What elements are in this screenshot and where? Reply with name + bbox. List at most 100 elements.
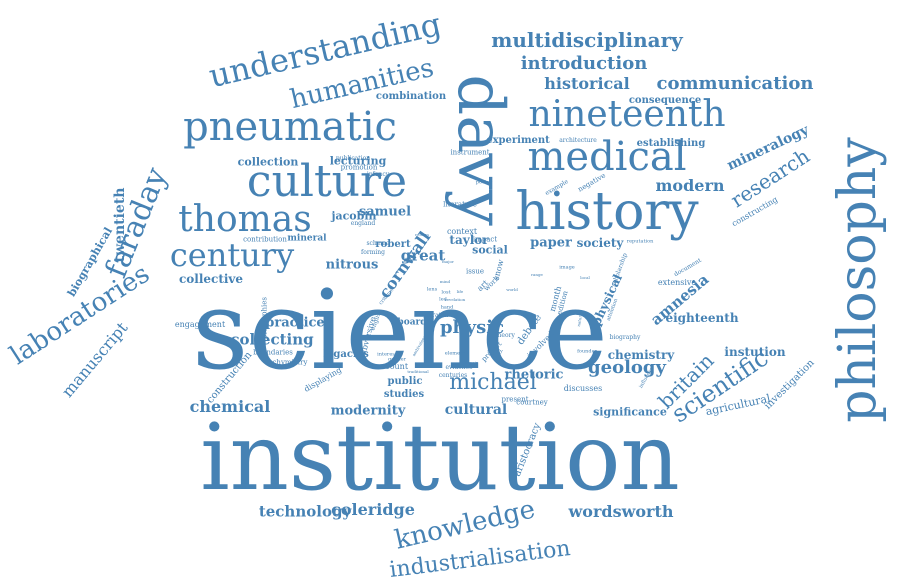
word-technology: technology (258, 502, 352, 521)
word-instution: instution (724, 345, 786, 359)
word-historical: historical (544, 74, 630, 93)
word-chymistry: chymistry (272, 358, 308, 367)
word-samuel: samuel (358, 204, 412, 220)
word-range: range (531, 272, 543, 277)
word-great: great (400, 246, 446, 265)
word-medical: medical (527, 134, 687, 180)
word-centuries: centuries (438, 372, 468, 379)
word-element: element (444, 350, 466, 357)
word-biographies: biographies (260, 297, 269, 339)
word-issue: issue (465, 267, 485, 276)
word-mind: mind (439, 279, 451, 284)
word-philosophy: philosophy (828, 137, 888, 423)
word-image: image (559, 264, 575, 271)
word-publication: publication (335, 155, 371, 162)
word-boundaries: boundaries (253, 348, 293, 357)
word-robert: robert (375, 239, 411, 250)
word-interest: interest (377, 351, 397, 358)
word-society: society (576, 236, 624, 250)
word-lens: lens (426, 286, 438, 293)
word-nitrous: nitrous (325, 257, 379, 273)
word-discusses: discusses (563, 384, 603, 393)
word-culture: culture (246, 156, 408, 207)
word-lecturing: lecturing (329, 154, 387, 168)
word-instrument: instrument (450, 148, 490, 157)
word-paper: paper (530, 235, 572, 251)
word-michael: michael (449, 370, 537, 395)
word-scratch: scratch (425, 312, 449, 319)
word-world: world (506, 287, 518, 292)
word-mineral: mineral (287, 233, 327, 244)
word-collective: collective (178, 272, 244, 286)
word-nineteenth: nineteenth (528, 94, 726, 135)
word-collection: collection (237, 155, 299, 169)
word-public: public (387, 376, 423, 387)
word-family: family (487, 348, 503, 355)
word-infancy: infancy (366, 171, 390, 178)
word-gender: gender (388, 356, 406, 363)
word-chemical: chemical (189, 397, 271, 416)
word-literature: literature (443, 200, 477, 209)
word-board: board (397, 317, 427, 328)
word-modern: modern (655, 176, 725, 195)
word-significance: significance (593, 405, 667, 419)
word-memoir: memoir (462, 360, 478, 365)
word-life: life (456, 289, 464, 294)
word-science: science (192, 266, 608, 394)
word-impact: impact (472, 235, 498, 244)
word-founder: founder (577, 348, 597, 355)
word-jacobin: jacobin (331, 209, 377, 223)
word-establishing: establishing (636, 138, 706, 149)
word-poetry: poetry (475, 179, 493, 186)
word-england: england (350, 220, 376, 227)
word-twentieth: twentieth (112, 187, 128, 263)
word-eighteenth: eighteenth (665, 311, 739, 325)
word-revelation: revelation (444, 297, 466, 302)
word-local: local (580, 275, 590, 280)
word-studies: studies (383, 389, 425, 400)
word-collecting: collecting (230, 330, 314, 349)
word-promotion: promotion (340, 163, 378, 172)
word-practice: practice (265, 315, 325, 331)
word-theory: theory (495, 332, 515, 339)
word-taylor: taylor (449, 233, 489, 247)
word-reputation: reputation (626, 238, 654, 245)
word-geology: geology (588, 357, 666, 378)
word-lost: lost (441, 289, 451, 296)
word-context: context (446, 227, 478, 236)
word-evidence: evidence (445, 364, 473, 371)
word-forming: forming (360, 249, 386, 256)
word-coleridge: coleridge (331, 500, 415, 519)
word-century: century (169, 236, 295, 274)
word-modernity: modernity (330, 403, 406, 419)
word-led: led (439, 296, 447, 303)
word-biography: biography (609, 334, 641, 341)
word-extensive: extensive (657, 278, 697, 287)
word-wordsworth: wordsworth (568, 502, 674, 521)
word-pneumatic: pneumatic (183, 104, 397, 150)
word-rhetoric: rhetoric (504, 367, 564, 383)
word-hand: hand (440, 304, 454, 311)
word-communication: communication (656, 73, 814, 94)
word-institution: institution (200, 404, 680, 511)
word-experiment: experiment (486, 135, 550, 146)
word-legacies: legacies (323, 349, 369, 360)
word-courtney: courtney (516, 398, 548, 407)
word-major: major (442, 259, 454, 264)
word-multidisciplinary: multidisciplinary (491, 28, 683, 52)
word-history: history (515, 182, 699, 242)
word-contribution: contribution (243, 235, 287, 244)
word-account: account (375, 362, 409, 371)
word-scheme: scheme (366, 240, 390, 247)
word-reform: reform (415, 232, 429, 237)
word-introduction: introduction (520, 53, 648, 74)
word-engagement: engagement (174, 320, 226, 329)
word-cultural: cultural (444, 402, 508, 418)
word-present: present (501, 395, 529, 404)
word-traditional: traditional (407, 369, 429, 374)
word-physic: physic (439, 317, 505, 338)
word-chemistry: chemistry (607, 348, 675, 362)
word-combination: combination (375, 91, 447, 102)
word-consequence: consequence (628, 95, 702, 106)
